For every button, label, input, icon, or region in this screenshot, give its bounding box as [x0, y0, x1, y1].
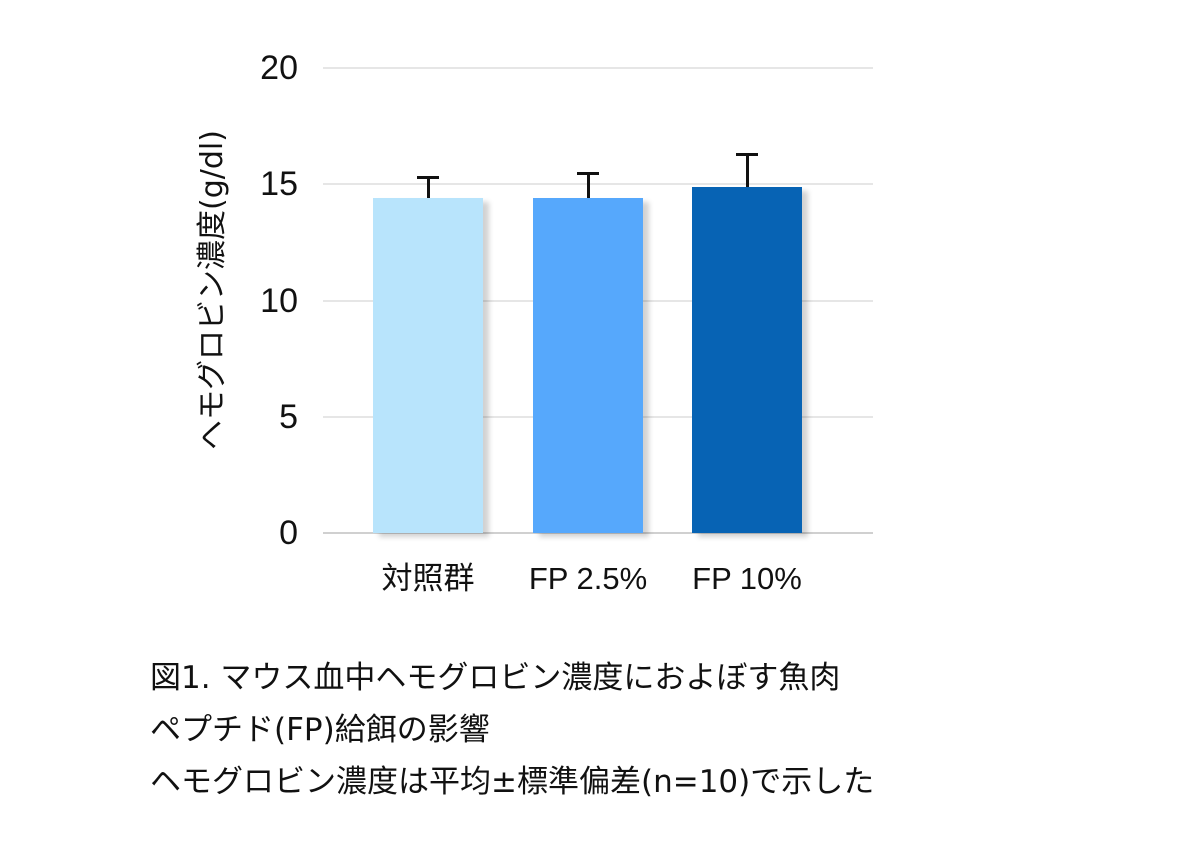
- x-category-label: FP 2.5%: [528, 561, 648, 596]
- error-bar-cap: [417, 176, 439, 180]
- error-bar-cap: [577, 171, 599, 175]
- y-tick-label: 15: [260, 165, 298, 204]
- y-tick-label: 20: [260, 49, 298, 87]
- bar: [373, 198, 483, 533]
- gridline: [323, 183, 873, 186]
- hemoglobin-bar-chart: 0 5 10 15 20 対照群 FP 2.5% FP 10% ヘモグロビン濃度(g/dl): [195, 49, 873, 596]
- error-bar: [586, 172, 590, 199]
- y-axis-label: ヘモグロビン濃度(g/dl): [195, 130, 230, 450]
- gridline: [323, 67, 873, 69]
- error-bar: [426, 177, 430, 199]
- caption-line-1: 図1. マウス血中ヘモグロビン濃度におよぼす魚肉: [150, 660, 841, 696]
- x-category-label: FP 10%: [692, 561, 802, 596]
- x-category-label: 対照群: [381, 561, 475, 596]
- bar: [692, 186, 802, 533]
- y-tick-label: 10: [260, 281, 298, 320]
- y-tick-label: 5: [279, 397, 298, 436]
- x-axis-line: [323, 532, 873, 534]
- caption-line-2: ペプチド(FP)給餌の影響: [150, 712, 490, 748]
- caption-line-3: ヘモグロビン濃度は平均±標準偏差(n=10)で示した: [150, 764, 875, 800]
- error-bar: [745, 154, 749, 187]
- error-bar-cap: [736, 153, 758, 157]
- bar: [533, 198, 643, 533]
- y-tick-label: 0: [279, 514, 298, 552]
- figure-caption: 図1. マウス血中ヘモグロビン濃度におよぼす魚肉 ペプチド(FP)給餌の影響 ヘ…: [150, 652, 1150, 808]
